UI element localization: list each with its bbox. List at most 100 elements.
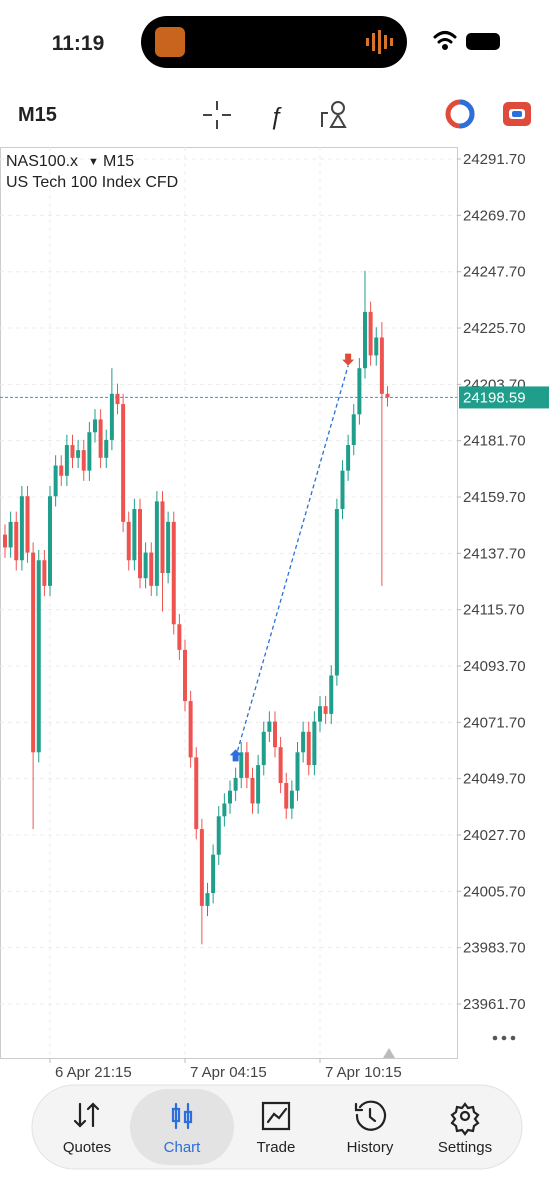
x-tick-label: 7 Apr 04:15 (190, 1064, 267, 1081)
candle-body (104, 439, 109, 458)
last-price-tag-bg (459, 386, 549, 409)
nav-icon[interactable] (73, 1102, 100, 1128)
candle-body (98, 419, 103, 458)
candle-body (289, 790, 294, 809)
candle-body (256, 765, 261, 804)
candle-body (216, 816, 221, 855)
nav-label[interactable]: Chart (164, 1139, 202, 1156)
candle-body (346, 445, 351, 471)
y-tick-label: 24181.70 (463, 433, 526, 450)
dynamic-island (141, 16, 407, 68)
symbol-label[interactable]: NAS100.x (6, 153, 78, 170)
y-tick-label: 24093.70 (463, 658, 526, 675)
candle-body (14, 521, 19, 561)
sell-marker (342, 353, 355, 366)
crosshair-button[interactable] (203, 101, 231, 129)
candle-body (59, 465, 64, 476)
scroll-marker[interactable] (383, 1048, 395, 1058)
candle-body (211, 854, 216, 894)
last-price-tag: 24198.59 (463, 389, 526, 406)
candle-body (244, 752, 249, 778)
candle-body (284, 783, 289, 809)
y-tick-label: 23961.70 (463, 996, 526, 1013)
account-icon[interactable] (445, 99, 475, 129)
more-button[interactable] (492, 1035, 516, 1041)
candle-body (154, 501, 159, 586)
timeframe-button[interactable]: M15 (18, 104, 57, 126)
candle-body (53, 465, 58, 497)
candle-body (306, 731, 311, 766)
y-tick-label: 24027.70 (463, 827, 526, 844)
candle-body (278, 747, 283, 784)
nav-label[interactable]: Settings (438, 1139, 492, 1156)
candle-body (138, 509, 142, 579)
x-tick-label: 6 Apr 21:15 (55, 1064, 132, 1081)
candle-body (374, 337, 379, 356)
candle-body (205, 893, 210, 906)
candle-body (250, 777, 255, 804)
nav-items: Quotes Chart Trade History Settings (63, 1089, 492, 1165)
y-tick-label: 24291.70 (463, 151, 526, 168)
y-tick-label: 24159.70 (463, 489, 526, 506)
nav-icon-shape (171, 1102, 193, 1130)
trade-line (235, 365, 349, 758)
candle-body (301, 731, 306, 753)
y-tick-label: 24269.70 (463, 207, 526, 224)
y-tick-label: 24005.70 (463, 883, 526, 900)
y-tick-label: 24247.70 (463, 264, 526, 281)
nav-icon-shape (73, 1102, 100, 1128)
y-tick-label: 24137.70 (463, 545, 526, 562)
candle-body (31, 552, 36, 753)
candle-body (115, 393, 120, 405)
candle-body (166, 521, 171, 574)
wifi-icon (433, 31, 457, 50)
candle-body (143, 552, 148, 579)
app-icon (155, 27, 185, 57)
candle-body (109, 393, 114, 440)
candle-body (329, 675, 334, 714)
nav-icon-shape (261, 1101, 291, 1131)
buy-marker (229, 749, 242, 762)
candle-body (132, 509, 137, 561)
status-time: 11:19 (52, 32, 105, 55)
nav-icon[interactable] (450, 1102, 480, 1136)
candle-body (379, 337, 384, 394)
chart-frame (0, 147, 458, 1059)
trade-icon[interactable] (503, 102, 531, 126)
candle-body (64, 445, 69, 476)
candle-body (318, 706, 322, 722)
nav-label[interactable]: Trade (257, 1139, 296, 1156)
candle-body (149, 552, 154, 586)
objects-button[interactable] (321, 101, 347, 128)
candle-body (363, 311, 367, 369)
audio-wave (366, 30, 393, 54)
candle-body (239, 752, 244, 778)
symbol-dropdown[interactable]: ▼ (88, 156, 99, 168)
nav-bar (31, 1084, 523, 1170)
candle-body (126, 521, 131, 561)
candle-body (340, 470, 345, 510)
nav-icon[interactable] (354, 1100, 387, 1131)
candle-body (70, 445, 75, 458)
nav-label[interactable]: Quotes (63, 1139, 111, 1156)
candle-body (351, 414, 356, 446)
nav-icon-shape (450, 1102, 480, 1136)
candle-body (233, 777, 238, 791)
candle-body (3, 534, 7, 548)
candle-body (261, 731, 266, 766)
nav-active-bg (130, 1089, 234, 1165)
y-tick-label: 23983.70 (463, 940, 526, 957)
nav-label[interactable]: History (347, 1139, 394, 1156)
indicators-button[interactable]: ƒ (269, 103, 282, 130)
nav-icon[interactable] (171, 1102, 193, 1130)
candle-body (177, 624, 182, 650)
candle-body (312, 721, 317, 766)
y-tick-label: 24115.70 (463, 602, 524, 619)
plot-area (0, 270, 457, 945)
candle-body (87, 432, 92, 471)
nav-icon[interactable] (261, 1101, 291, 1131)
price-axis: 24291.7024269.7024247.7024225.7024203.70… (457, 151, 549, 1013)
candle-body (48, 496, 52, 586)
